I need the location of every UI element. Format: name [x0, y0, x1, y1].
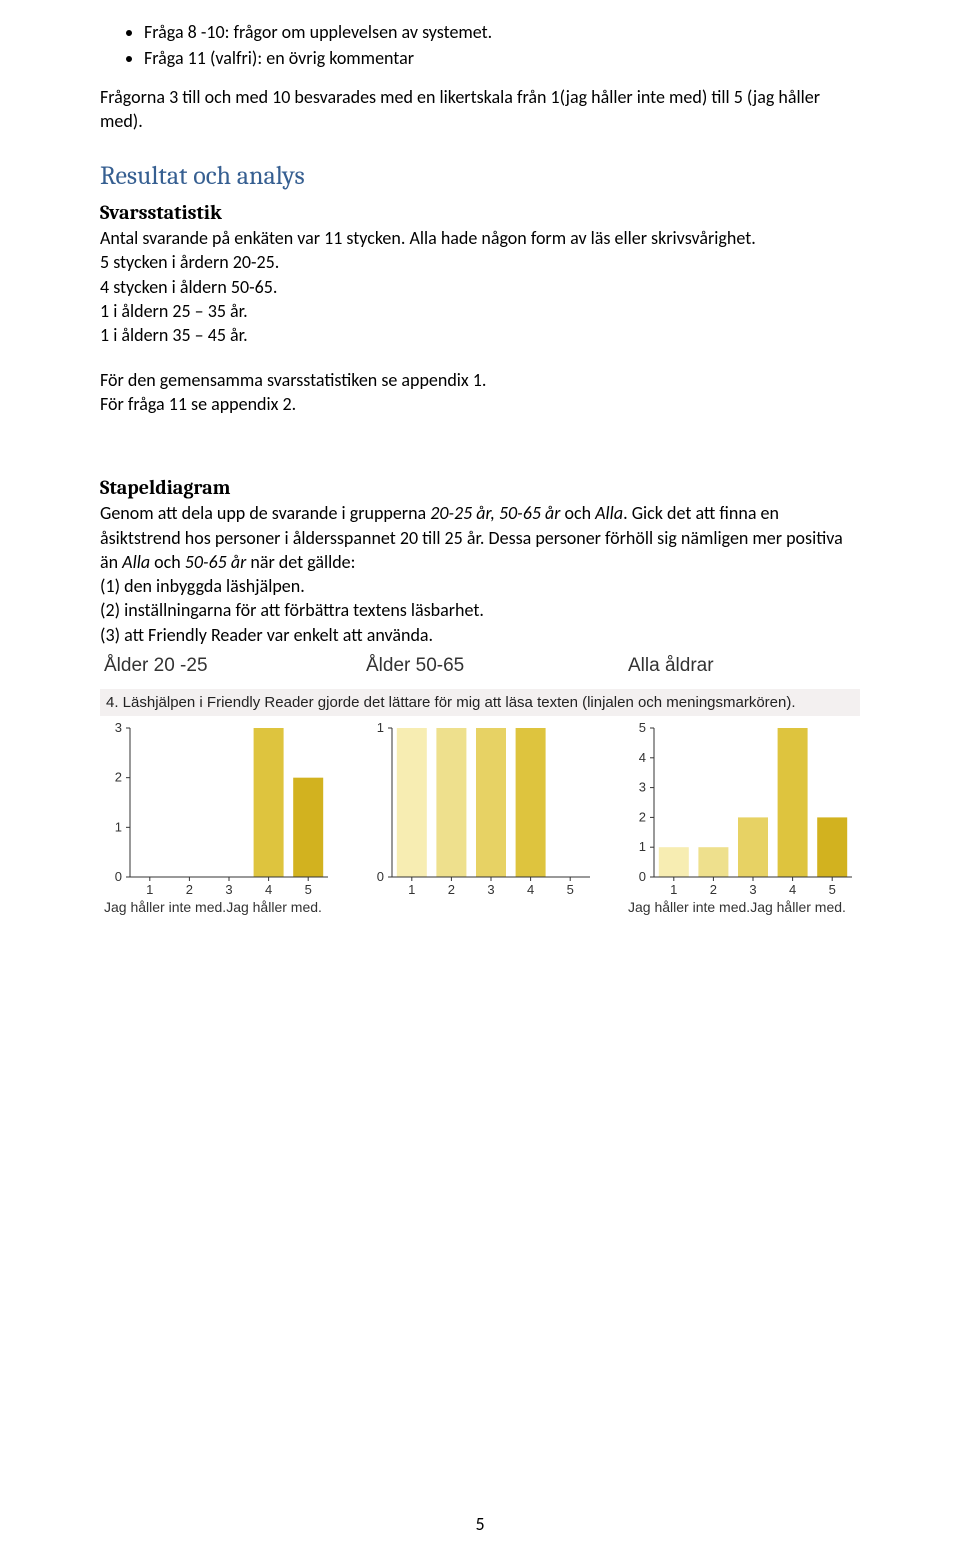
- svg-text:3: 3: [487, 882, 494, 897]
- svars-line: 5 stycken i årdern 20-25.: [100, 250, 860, 274]
- bullet-item: Fråga 11 (valfri): en övrig kommentar: [144, 46, 860, 70]
- italic-text: 50-65 år: [185, 551, 247, 573]
- svg-text:4: 4: [639, 750, 646, 765]
- charts-row: 0 1 2 3 1 2 3 4 5 0 1 1 2 3 4 5 0 1 2 3 4 5 1 2 3 4 5: [100, 722, 860, 897]
- svg-text:1: 1: [639, 839, 646, 854]
- caption-left: Jag håller inte med.: [628, 899, 750, 915]
- svg-text:4: 4: [789, 882, 796, 897]
- text: och: [560, 502, 595, 524]
- chart-title: Ålder 20 -25: [104, 655, 336, 677]
- stapel-item: (3) att Friendly Reader var enkelt att a…: [100, 623, 860, 647]
- heading-svarsstatistik: Svarsstatistik: [100, 201, 860, 224]
- svg-text:0: 0: [377, 869, 384, 884]
- chart-title: Alla åldrar: [628, 655, 860, 677]
- caption-left: Jag håller inte med.: [104, 899, 226, 915]
- svg-text:1: 1: [146, 882, 153, 897]
- svg-text:5: 5: [829, 882, 836, 897]
- svg-text:1: 1: [408, 882, 415, 897]
- page-number: 5: [0, 1513, 960, 1535]
- text: Genom att dela upp de svarande i grupper…: [100, 502, 430, 524]
- svg-text:4: 4: [527, 882, 534, 897]
- svg-text:3: 3: [639, 780, 646, 795]
- chart-titles-row: Ålder 20 -25 Ålder 50-65 Alla åldrar: [100, 655, 860, 683]
- svg-text:2: 2: [186, 882, 193, 897]
- appendix-line: För den gemensamma svarsstatistiken se a…: [100, 368, 860, 392]
- svg-text:0: 0: [639, 869, 646, 884]
- chart-title: Ålder 50-65: [366, 655, 598, 677]
- bar-chart-svg: 0 1 1 2 3 4 5: [366, 722, 596, 897]
- chart: 0 1 2 3 1 2 3 4 5: [104, 722, 336, 897]
- svg-text:2: 2: [639, 809, 646, 824]
- svars-line: 4 stycken i åldern 50-65.: [100, 275, 860, 299]
- heading-stapeldiagram: Stapeldiagram: [100, 476, 860, 499]
- svg-text:1: 1: [377, 722, 384, 735]
- appendix-line: För fråga 11 se appendix 2.: [100, 392, 860, 416]
- text: när det gällde:: [246, 551, 355, 573]
- bullet-list: Fråga 8 -10: frågor om upplevelsen av sy…: [100, 20, 860, 71]
- svars-line: Antal svarande på enkäten var 11 stycken…: [100, 226, 860, 250]
- text: och: [150, 551, 185, 573]
- svg-text:2: 2: [115, 770, 122, 785]
- svg-text:1: 1: [115, 819, 122, 834]
- svars-line: 1 i åldern 25 – 35 år.: [100, 299, 860, 323]
- chart: 0 1 1 2 3 4 5: [366, 722, 598, 897]
- italic-text: Alla: [122, 551, 150, 573]
- stapel-item: (1) den inbyggda läshjälpen.: [100, 574, 860, 598]
- caption-col: [366, 899, 598, 915]
- svg-text:1: 1: [670, 882, 677, 897]
- heading-result: Resultat och analys: [100, 161, 860, 191]
- svg-text:5: 5: [305, 882, 312, 897]
- caption-col: Jag håller inte med.Jag håller med.: [104, 899, 336, 915]
- bullet-item: Fråga 8 -10: frågor om upplevelsen av sy…: [144, 20, 860, 44]
- chart: 0 1 2 3 4 5 1 2 3 4 5: [628, 722, 860, 897]
- caption-col: Jag håller inte med.Jag håller med.: [628, 899, 860, 915]
- svg-text:3: 3: [115, 722, 122, 735]
- svg-text:5: 5: [567, 882, 574, 897]
- question-header: 4. Läshjälpen i Friendly Reader gjorde d…: [100, 689, 860, 716]
- bar-chart-svg: 0 1 2 3 1 2 3 4 5: [104, 722, 334, 897]
- bar-chart-svg: 0 1 2 3 4 5 1 2 3 4 5: [628, 722, 858, 897]
- svg-text:3: 3: [749, 882, 756, 897]
- svg-text:2: 2: [448, 882, 455, 897]
- svars-block: Antal svarande på enkäten var 11 stycken…: [100, 226, 860, 347]
- svg-text:2: 2: [710, 882, 717, 897]
- stapel-item: (2) inställningarna för att förbättra te…: [100, 598, 860, 622]
- svars-line: 1 i åldern 35 – 45 år.: [100, 323, 860, 347]
- svg-text:0: 0: [115, 869, 122, 884]
- svg-text:3: 3: [225, 882, 232, 897]
- caption-right: Jag håller med.: [226, 899, 322, 915]
- caption-right: Jag håller med.: [750, 899, 846, 915]
- svg-text:5: 5: [639, 722, 646, 735]
- svg-text:4: 4: [265, 882, 272, 897]
- italic-text: 20-25 år, 50-65 år: [430, 502, 560, 524]
- italic-text: Alla: [595, 502, 623, 524]
- stapel-paragraph: Genom att dela upp de svarande i grupper…: [100, 501, 860, 574]
- intro-paragraph: Frågorna 3 till och med 10 besvarades me…: [100, 85, 860, 134]
- caption-row: Jag håller inte med.Jag håller med.Jag h…: [100, 899, 860, 915]
